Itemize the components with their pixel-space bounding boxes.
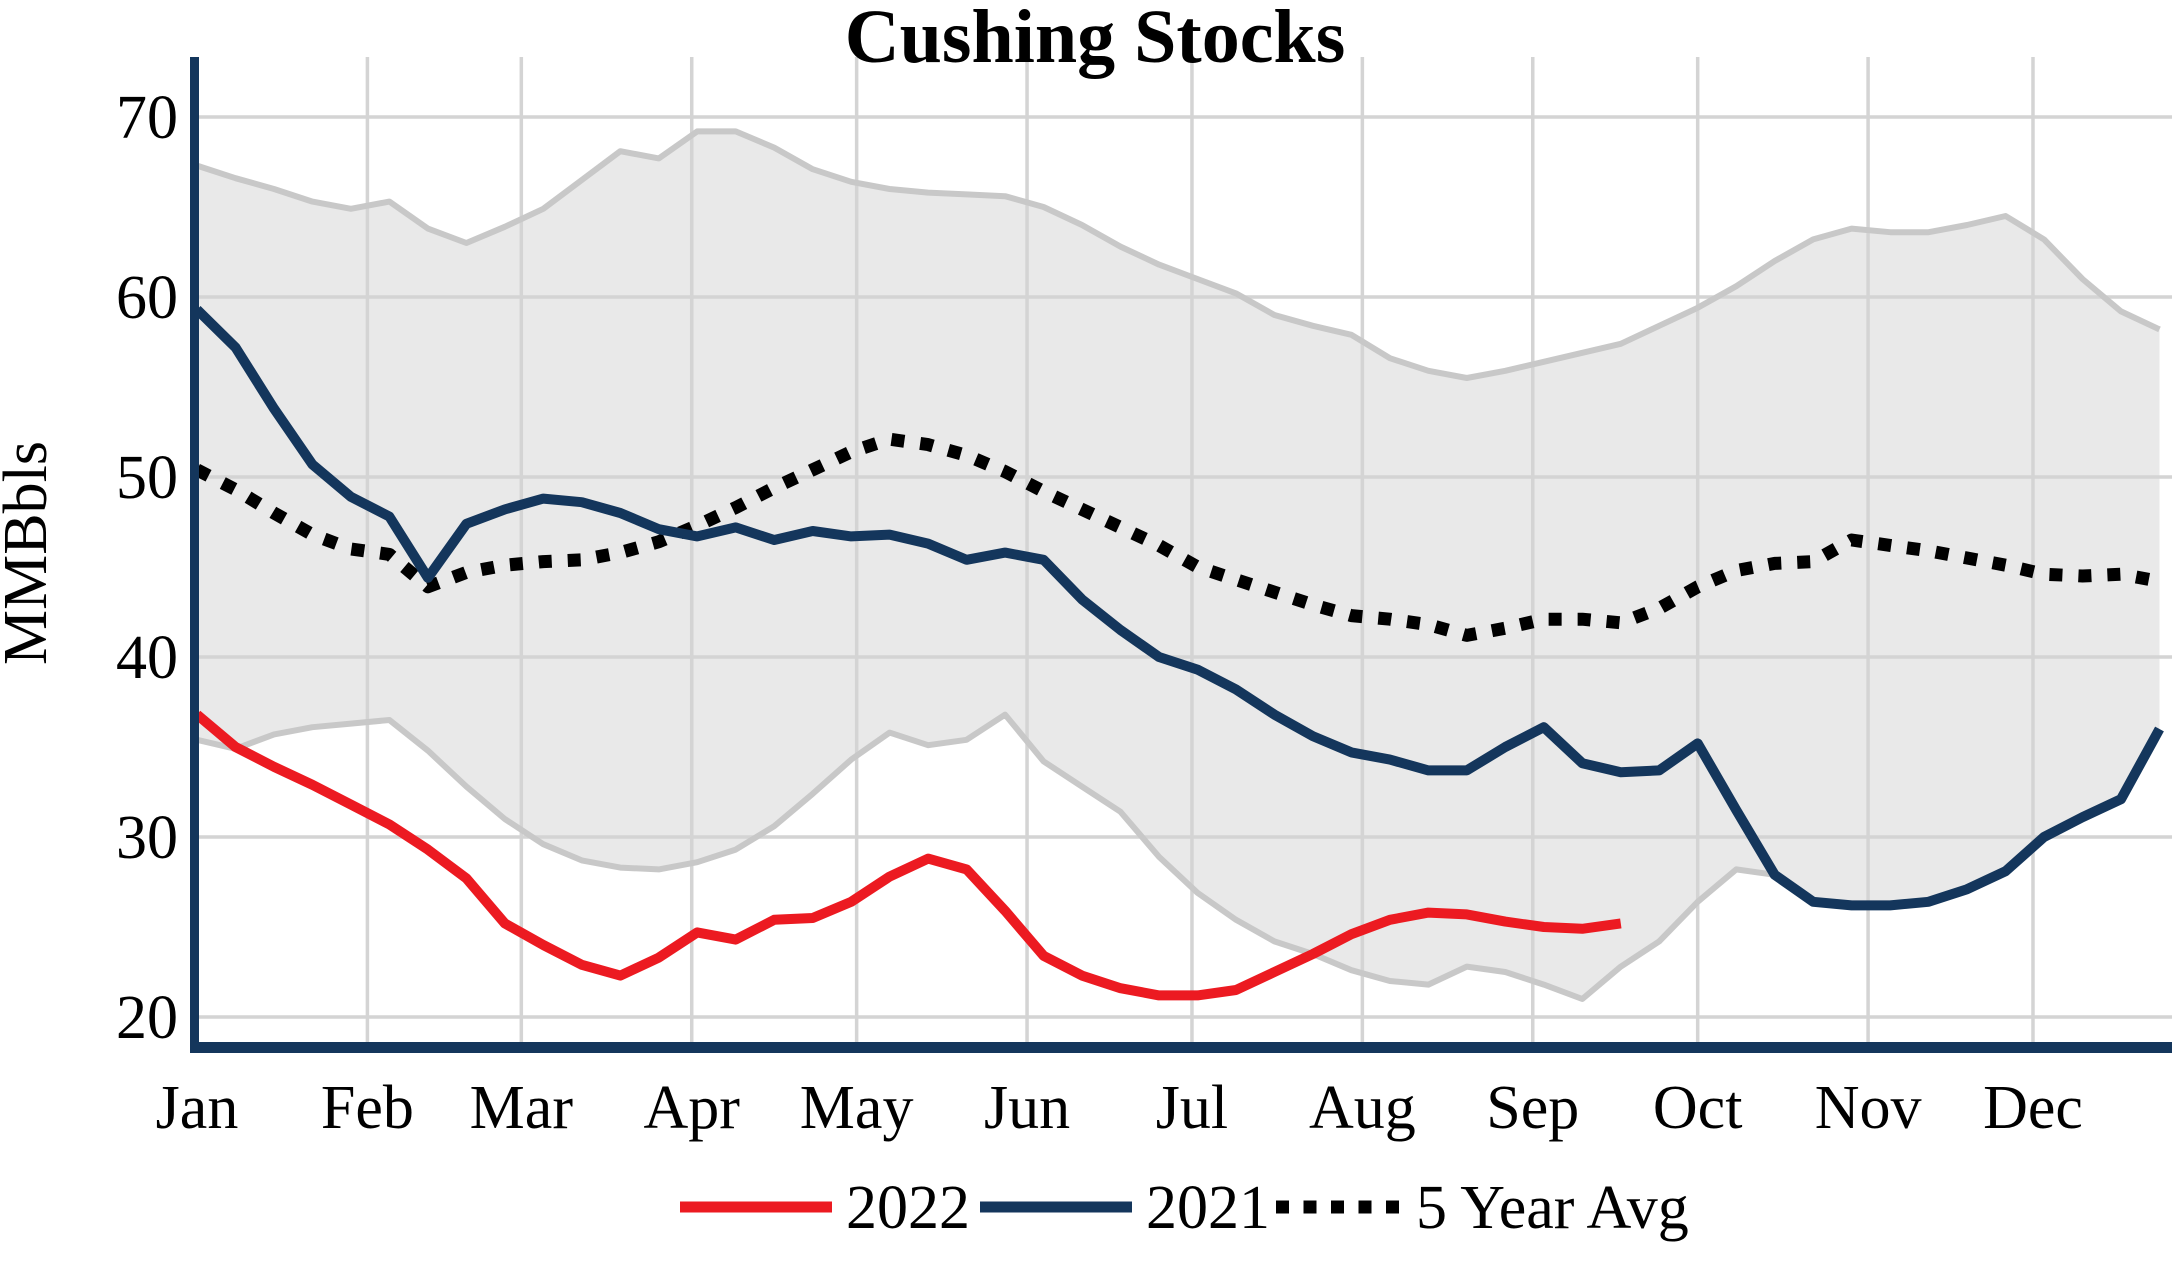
series-line-2021 xyxy=(193,306,2164,911)
chart-title: Cushing Stocks xyxy=(845,0,1346,79)
x-tick-label-dec: Dec xyxy=(1983,1074,2083,1142)
x-tick-label-jan: Jan xyxy=(156,1074,239,1142)
x-tick-label-oct: Oct xyxy=(1653,1074,1743,1142)
gridlines xyxy=(195,57,2172,1042)
x-tick-label-sep: Sep xyxy=(1486,1074,1579,1142)
y-axis-spine xyxy=(190,57,199,1052)
x-tick-label-may: May xyxy=(800,1074,914,1142)
five-year-range-upper-edge xyxy=(196,128,2161,381)
x-tick-label-apr: Apr xyxy=(644,1074,741,1142)
legend-label-2022: 2022 xyxy=(846,1174,970,1242)
y-tick-label-70: 70 xyxy=(116,84,178,152)
legend-label-2021: 2021 xyxy=(1146,1174,1270,1242)
x-tick-label-mar: Mar xyxy=(470,1074,574,1142)
x-tick-label-aug: Aug xyxy=(1309,1074,1416,1142)
legend: 2022 2021 5 Year Avg xyxy=(680,1174,1689,1242)
y-tick-labels: 70 60 50 40 30 20 xyxy=(116,84,178,1052)
five-year-range-band xyxy=(197,131,2160,999)
x-tick-label-feb: Feb xyxy=(321,1074,414,1142)
legend-label-5yr-avg: 5 Year Avg xyxy=(1416,1174,1689,1242)
data-series xyxy=(193,306,2164,1001)
y-tick-label-40: 40 xyxy=(116,624,178,692)
x-tick-label-jun: Jun xyxy=(984,1074,1070,1142)
x-tick-label-jul: Jul xyxy=(1156,1074,1228,1142)
x-axis-spine xyxy=(190,1042,2172,1053)
x-tick-label-nov: Nov xyxy=(1815,1074,1922,1142)
y-axis-label: MMBbls xyxy=(0,441,60,665)
x-tick-labels: Jan Feb Mar Apr May Jun Jul Aug Sep Oct Nov Dec xyxy=(156,1074,2083,1142)
y-tick-label-20: 20 xyxy=(116,984,178,1052)
y-tick-label-60: 60 xyxy=(116,264,178,332)
series-line-2022 xyxy=(193,710,1622,1001)
y-tick-label-30: 30 xyxy=(116,804,178,872)
five-year-range-fill xyxy=(197,131,2160,999)
series-line-5-year-avg xyxy=(194,432,2161,642)
y-tick-label-50: 50 xyxy=(116,444,178,512)
